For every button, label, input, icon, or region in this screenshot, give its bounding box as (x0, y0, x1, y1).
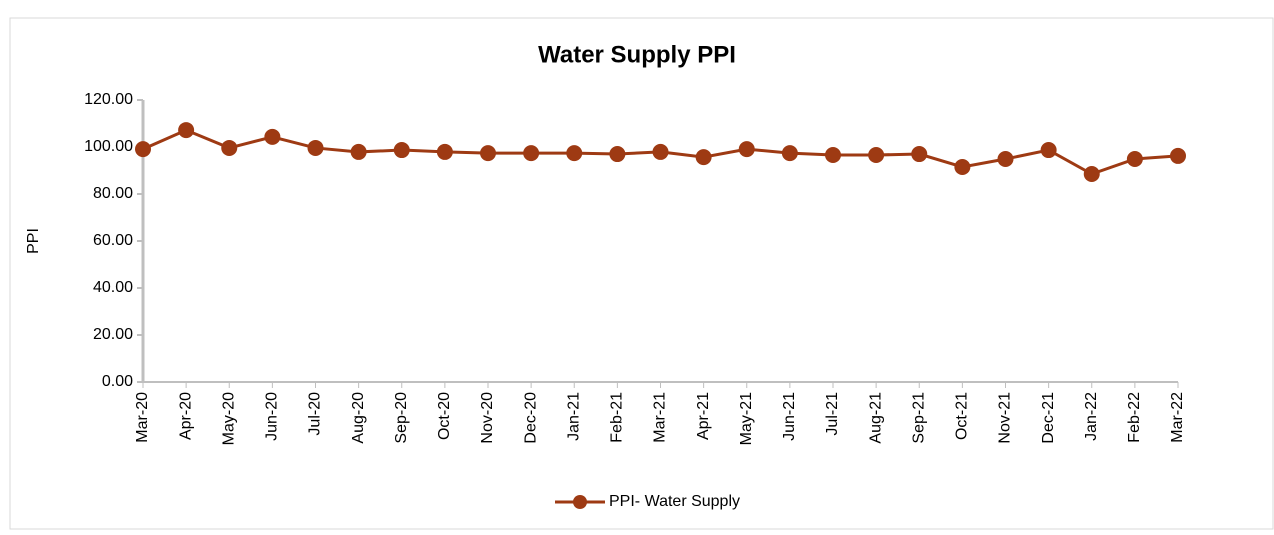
x-tick-label: Sep-21 (910, 392, 927, 444)
chart-border (9, 17, 1274, 530)
data-point (781, 145, 798, 162)
x-tick-label: Jul-20 (307, 392, 324, 436)
y-tick-label: 40.00 (93, 279, 133, 296)
y-tick-label: 120.00 (84, 91, 133, 108)
x-tick-label: Jun-21 (781, 392, 798, 441)
data-point (695, 149, 712, 166)
y-tick-label: 60.00 (93, 232, 133, 249)
data-point (997, 150, 1014, 167)
data-point (264, 128, 281, 145)
x-tick-label: Jun-20 (264, 392, 281, 441)
x-tick-label: Mar-21 (652, 392, 669, 443)
x-tick-label: Aug-21 (867, 392, 884, 444)
y-tick-label: 0.00 (102, 373, 133, 390)
x-tick-label: Jan-21 (565, 392, 582, 441)
x-tick-label: Aug-20 (350, 392, 367, 444)
x-tick-label: Apr-20 (177, 392, 194, 440)
data-point (393, 142, 410, 159)
data-point (135, 141, 151, 158)
data-point (350, 143, 367, 160)
x-tick-label: Dec-20 (522, 392, 539, 444)
x-tick-label: Sep-20 (393, 392, 410, 444)
data-point (1040, 142, 1057, 159)
x-tick-label: Jan-22 (1083, 392, 1100, 441)
data-point (480, 145, 496, 162)
data-point (1170, 147, 1186, 164)
y-tick-label: 20.00 (93, 326, 133, 343)
data-point (868, 146, 885, 163)
data-point (1083, 166, 1100, 183)
data-point (652, 143, 669, 160)
x-tick-label: Mar-20 (134, 392, 151, 443)
x-tick-label: Feb-21 (609, 392, 626, 443)
data-point (911, 146, 928, 163)
data-point (825, 146, 841, 163)
x-tick-label: Feb-22 (1126, 392, 1143, 443)
data-point (178, 122, 195, 139)
data-point (307, 139, 324, 156)
x-tick-label: Nov-21 (997, 392, 1014, 444)
legend-marker (573, 495, 587, 509)
y-tick-label: 80.00 (93, 185, 133, 202)
x-tick-label: Nov-20 (479, 392, 496, 444)
data-point (738, 141, 755, 158)
x-tick-label: Mar-22 (1169, 392, 1186, 443)
data-point (609, 146, 626, 163)
data-point (221, 139, 238, 156)
x-tick-label: May-21 (738, 392, 755, 445)
y-axis-label: PPI (25, 228, 42, 254)
legend-label: PPI- Water Supply (609, 493, 740, 510)
chart-title: Water Supply PPI (538, 41, 736, 68)
x-tick-label: Oct-21 (954, 392, 971, 440)
x-tick-label: Dec-21 (1040, 392, 1057, 444)
x-tick-label: Jul-21 (824, 392, 841, 436)
data-point (566, 145, 583, 162)
data-point (1126, 150, 1143, 167)
x-tick-label: Oct-20 (436, 392, 453, 440)
x-tick-label: Apr-21 (695, 392, 712, 440)
data-point (436, 143, 453, 160)
y-tick-label: 100.00 (84, 138, 133, 155)
data-point (954, 158, 971, 175)
x-tick-label: May-20 (220, 392, 237, 445)
data-point (523, 145, 540, 162)
